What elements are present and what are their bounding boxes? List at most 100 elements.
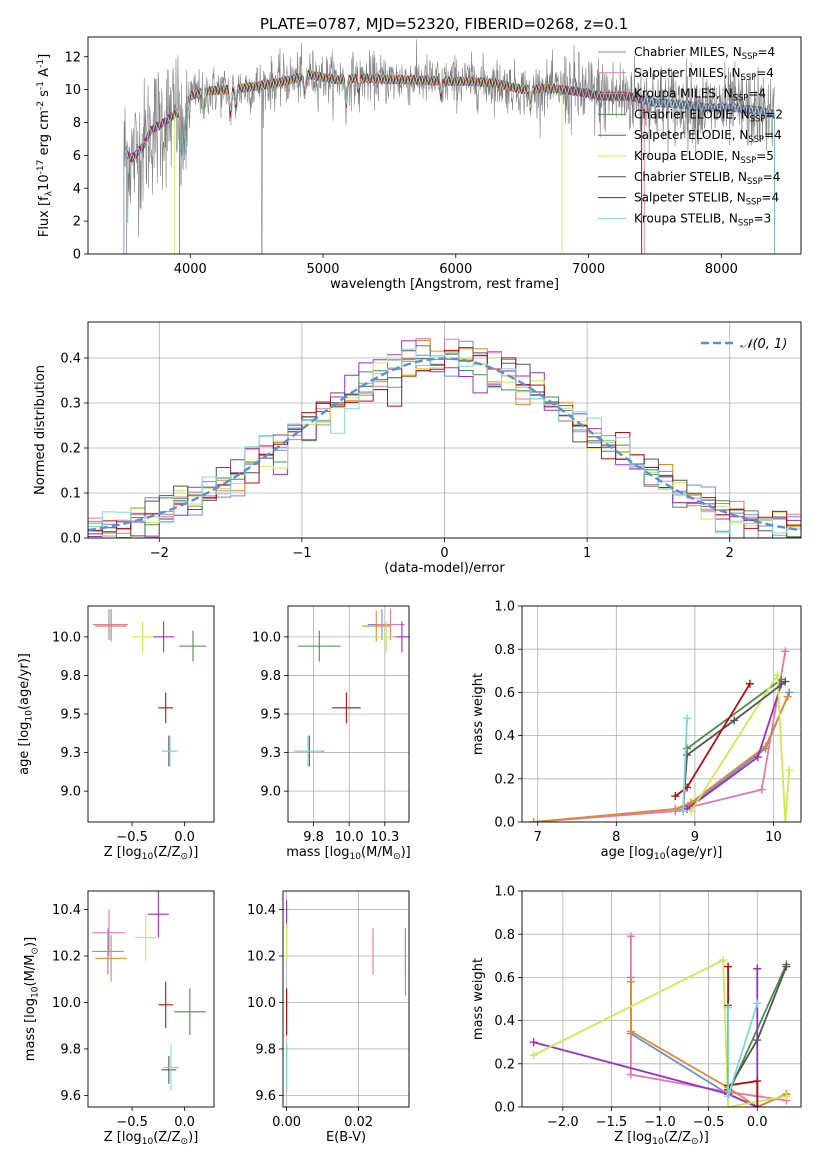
plot-area [283,891,409,1107]
series-marker [679,807,688,816]
series-marker [785,766,794,775]
errorbar-kroupa-stelib [161,735,179,767]
legend-entry-chabrier-miles: Chabrier MILES, NSSP=4 [634,45,775,61]
axes-frame [521,605,802,823]
legend-entry-kroupa-miles: Kroupa MILES, NSSP=4 [634,87,766,103]
y-axis-label: age [log10(age/yr)] [17,653,34,775]
series-marker [782,1092,791,1101]
plot-content [92,891,206,1091]
plot-area [522,606,801,822]
errorbar-kroupa-elodie [132,621,154,653]
y-tick-label: 9.6 [60,1089,81,1104]
y-tick-label: 4 [73,182,81,197]
legend-entry-normal: 𝒩(0, 1) [740,337,787,352]
y-tick-label: 10.4 [52,903,81,918]
series-kroupa-stelib [724,999,762,1101]
series-marker [781,647,790,656]
series-marker [529,1051,538,1060]
x-tick-label: 7000 [572,262,605,277]
errorbar-kroupa-stelib [293,735,323,767]
errorbar-chabrier-elodie [297,630,341,662]
plot-content [529,647,794,822]
model-line-salpeter-stelib [126,70,643,254]
errorbar-salpeter-elodie [153,621,175,653]
axes-frame [521,890,802,1108]
plot-content [293,609,409,767]
x-tick-label: 1 [583,546,591,561]
axes-frame [87,321,802,539]
series-marker [683,714,692,723]
y-tick-label: 9.5 [60,708,81,723]
x-tick-label: −1.5 [596,1115,628,1130]
x-tick-label: −0.5 [116,830,148,845]
y-axis-label: Flux [fλ10-17 erg cm-2 s-1 A-1] [36,54,54,237]
series-marker [781,677,790,686]
x-tick-label: 10 [765,830,782,845]
x-tick-label: 10.3 [370,830,399,845]
errorbar-salpeter-miles [92,909,126,957]
y-tick-label: 0.8 [494,928,515,943]
axes-mass-vs-EBV: 0.00 0.02 9.6 9.8 10.0 10.2 10.4 E(B-V) [247,890,410,1145]
series-marker [529,1038,538,1047]
x-axis-label: Z [log10(Z/Z⊙)] [614,1130,709,1147]
series-marker [626,977,635,986]
y-tick-label: 0.8 [494,643,515,658]
axes-mass-vs-Z: −0.5 0.0 9.6 9.8 10.0 10.2 10.4 Z [log10(Z/Z⊙)]… [23,890,215,1147]
errorbar-salpeter-elodie [147,891,169,938]
y-tick-label: 0.4 [494,1014,515,1029]
series-marker [782,962,791,971]
x-axis-label: E(B-V) [326,1130,366,1145]
series-marker [730,716,739,725]
y-tick-label: 0.4 [60,352,81,367]
legend-entry-salpeter-stelib: Salpeter STELIB, NSSP=4 [634,191,779,207]
y-tick-label: 0 [73,248,81,263]
axes-frame [87,36,802,255]
series-salpeter-stelib [671,679,754,801]
series-marker [626,932,635,941]
y-axis-label: Normed distribution [33,365,48,495]
y-tick-label: 2 [73,215,81,230]
y-tick-label: 0.6 [494,971,515,986]
plot-content [286,900,406,1091]
legend-entry-salpeter-elodie: Salpeter ELODIE, NSSP=4 [634,128,782,144]
x-axis-label: wavelength [Angstrom, rest frame] [330,277,559,292]
axes-frame [87,605,215,823]
errorbar-kroupa-stelib [162,1044,180,1091]
series-marker [626,1070,635,1079]
series-marker [626,1027,635,1036]
axes-frame [287,605,410,823]
series-line [682,718,688,812]
series-marker [529,818,538,822]
plots-layer: 4000 5000 6000 7000 8000024681012wavelength … [17,36,802,1147]
x-tick-label: 0.0 [174,1115,195,1130]
series-marker [719,956,728,965]
y-tick-label: 9.8 [255,1042,276,1057]
series-marker [745,679,754,688]
y-tick-label: 0.0 [494,816,515,831]
y-axis-label: mass weight [471,958,486,1040]
y-tick-label: 0.2 [494,772,515,787]
legend-entry-chabrier-stelib: Chabrier STELIB, NSSP=4 [634,170,780,186]
series-marker [753,964,762,973]
y-tick-label: 0.6 [494,686,515,701]
errorbar-kroupa-elodie [135,914,157,961]
y-tick-label: 10.0 [52,996,81,1011]
series-line [690,672,791,822]
x-tick-label: 0.0 [174,830,195,845]
x-tick-label: −0.5 [693,1115,725,1130]
x-tick-label: 2 [726,546,734,561]
legend-entry-salpeter-miles: Salpeter MILES, NSSP=4 [634,66,774,82]
axes-spectrum: 4000 5000 6000 7000 8000 0 2 4 6 8 10 12 wavelength … [36,36,802,292]
x-tick-label: 5000 [306,262,339,277]
x-tick-label: 9 [691,830,699,845]
x-tick-label: 0.0 [747,1115,768,1130]
axes-frame [282,890,410,1108]
errorbar-chabrier-miles [92,928,124,975]
y-tick-label: 9.0 [260,785,281,800]
plot-area [88,37,801,254]
y-axis-label: mass [log10(M/M⊙)] [23,937,40,1061]
series-marker [724,1003,733,1012]
y-tick-label: 1.0 [494,600,515,615]
axes-age-vs-Z: −0.5 0.0 9.0 9.3 9.5 9.8 10.0 Z [log10(Z/Z⊙)] ag… [17,605,215,862]
legend-entry-chabrier-elodie: Chabrier ELODIE, NSSP=2 [634,107,783,123]
